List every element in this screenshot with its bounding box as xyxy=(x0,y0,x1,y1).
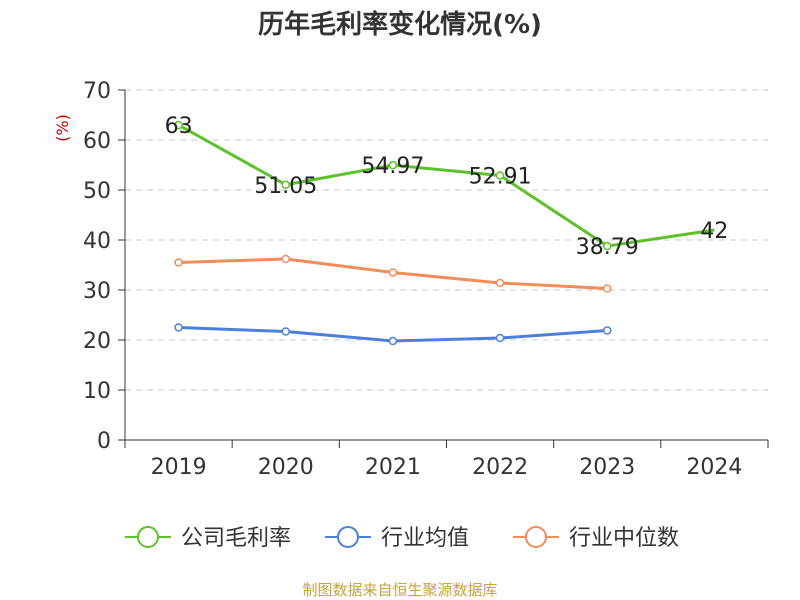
data-label-2022: 52.91 xyxy=(469,164,532,189)
x-tick-label-2019: 2019 xyxy=(151,455,207,480)
series-line-0 xyxy=(177,123,715,248)
data-labels: 63 51.05 54.97 52.91 38.79 42 xyxy=(165,114,729,260)
data-point-1-2022 xyxy=(495,333,505,343)
data-point-0-2020 xyxy=(281,180,290,189)
data-point-1-2023 xyxy=(603,326,612,335)
y-tick-label-10: 10 xyxy=(83,379,111,404)
y-tick-label-70: 70 xyxy=(83,79,111,104)
legend-marker xyxy=(137,526,159,548)
source-note: 制图数据来自恒生聚源数据库 xyxy=(302,581,497,599)
y-tick-label-60: 60 xyxy=(83,129,111,154)
chart-title: 历年毛利率变化情况(%) xyxy=(258,9,542,40)
data-label-2020: 51.05 xyxy=(254,174,317,199)
legend: 公司毛利率 行业均值 行业中位数 xyxy=(125,526,679,551)
legend-label: 公司毛利率 xyxy=(181,526,291,551)
x-tick-label-2023: 2023 xyxy=(579,455,635,480)
data-point-2-2022 xyxy=(495,278,505,288)
legend-label: 行业均值 xyxy=(381,526,469,551)
data-label-2024: 42 xyxy=(700,219,728,244)
y-tick-label-50: 50 xyxy=(83,179,111,204)
axes xyxy=(118,89,769,448)
legend-label: 行业中位数 xyxy=(569,526,679,551)
y-tick-labels: 0 10 20 30 40 50 60 70 xyxy=(83,79,111,454)
data-point-2-2020 xyxy=(281,254,290,264)
data-point-2-2019 xyxy=(174,258,183,267)
x-tick-label-2021: 2021 xyxy=(365,455,421,480)
data-point-2-2023 xyxy=(603,284,612,293)
data-point-2-2021 xyxy=(388,268,398,277)
legend-marker xyxy=(337,526,359,548)
y-tick-label-20: 20 xyxy=(83,329,111,354)
y-axis-unit: (%) xyxy=(53,114,72,142)
x-tick-label-2024: 2024 xyxy=(686,455,742,480)
data-point-0-2021 xyxy=(388,160,398,170)
grid-lines xyxy=(125,89,768,391)
legend-item-1: 行业均值 xyxy=(325,526,469,551)
data-label-2019: 63 xyxy=(165,114,193,139)
y-tick-label-30: 30 xyxy=(83,279,111,304)
data-point-0-2023 xyxy=(603,241,612,251)
data-label-2023: 38.79 xyxy=(576,235,639,260)
data-point-0-2019 xyxy=(174,120,183,130)
series-lines xyxy=(174,120,715,346)
y-tick-label-40: 40 xyxy=(83,229,111,254)
y-tick-label-0: 0 xyxy=(97,429,111,454)
data-label-2021: 54.97 xyxy=(361,154,424,179)
data-point-0-2022 xyxy=(495,171,505,180)
x-tick-label-2020: 2020 xyxy=(258,455,314,480)
legend-item-0: 公司毛利率 xyxy=(125,526,291,551)
data-point-1-2020 xyxy=(281,327,290,336)
x-tick-label-2022: 2022 xyxy=(472,455,528,480)
data-point-1-2021 xyxy=(388,336,398,346)
legend-marker xyxy=(525,526,547,548)
legend-item-2: 行业中位数 xyxy=(513,526,679,551)
data-point-1-2019 xyxy=(174,323,183,332)
x-tick-labels: 2019 2020 2021 2022 2023 2024 xyxy=(151,455,743,480)
